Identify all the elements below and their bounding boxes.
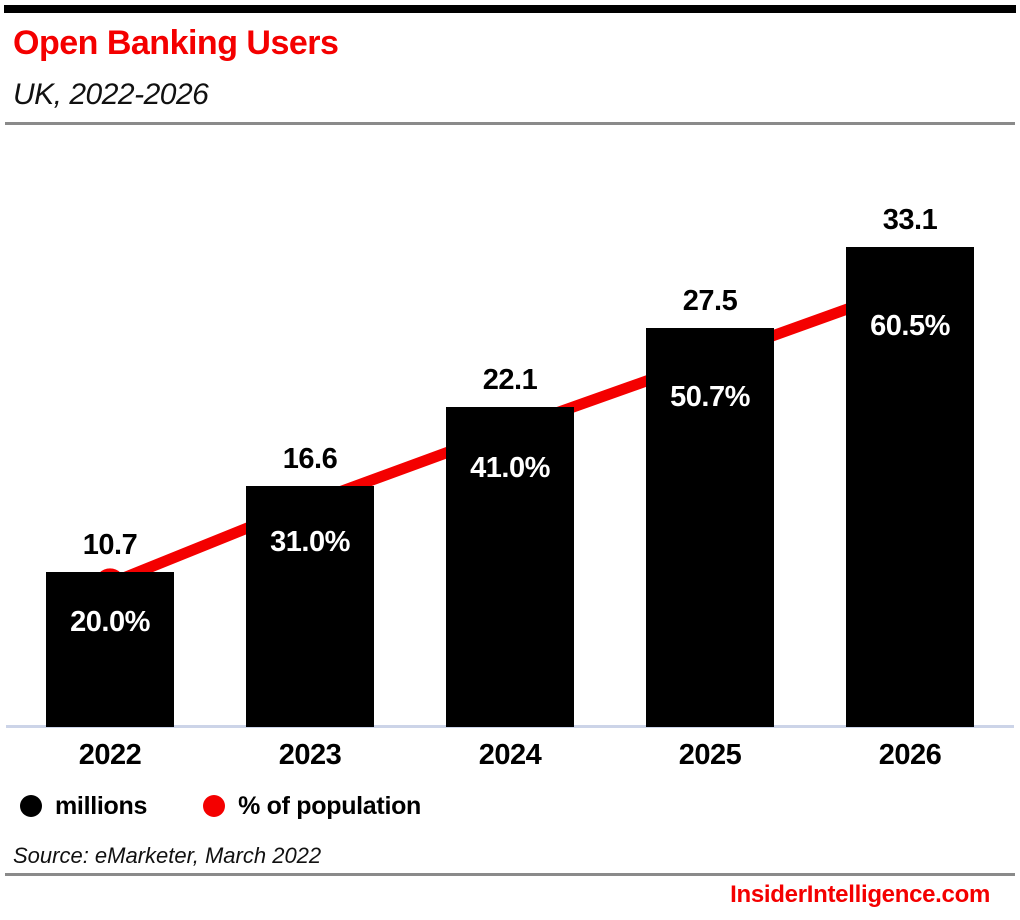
legend-dot-percent (203, 795, 226, 817)
chart-title: Open Banking Users (13, 24, 339, 62)
x-axis-label-2022: 2022 (78, 739, 142, 771)
bar-value-label-2026: 33.1 (882, 204, 938, 237)
bar-2023 (246, 486, 374, 727)
legend-dot-millions (20, 795, 42, 817)
line-value-label-2023: 31.0% (270, 525, 350, 558)
bar-value-label-2023: 16.6 (282, 443, 338, 476)
x-axis-label-2025: 2025 (678, 739, 742, 771)
bar-2024 (446, 406, 574, 727)
legend: millions % of population (20, 790, 421, 822)
legend-label-percent: % of population (238, 791, 422, 820)
line-value-label-2026: 60.5% (870, 309, 950, 342)
source-note: Source: eMarketer, March 2022 (13, 843, 322, 868)
bar-value-label-2024: 22.1 (482, 363, 538, 396)
bar-value-label-2022: 10.7 (82, 528, 138, 561)
x-axis-label-2026: 2026 (878, 739, 942, 771)
bar-2026 (846, 247, 974, 727)
line-value-label-2025: 50.7% (670, 381, 750, 414)
x-axis-label-2024: 2024 (478, 739, 542, 771)
brand-link[interactable]: InsiderIntelligence.com (730, 881, 990, 908)
bar-2022 (46, 571, 174, 727)
bar-2025 (646, 328, 774, 727)
line-value-label-2022: 20.0% (70, 606, 150, 639)
header-divider (5, 122, 1015, 125)
legend-label-millions: millions (55, 791, 148, 820)
footer-divider (5, 873, 1015, 876)
bar-value-label-2025: 27.5 (682, 285, 738, 318)
chart-subtitle: UK, 2022-2026 (13, 78, 209, 111)
x-axis-label-2023: 2023 (278, 739, 342, 771)
top-black-rule (4, 5, 1016, 13)
line-value-label-2024: 41.0% (470, 452, 550, 485)
